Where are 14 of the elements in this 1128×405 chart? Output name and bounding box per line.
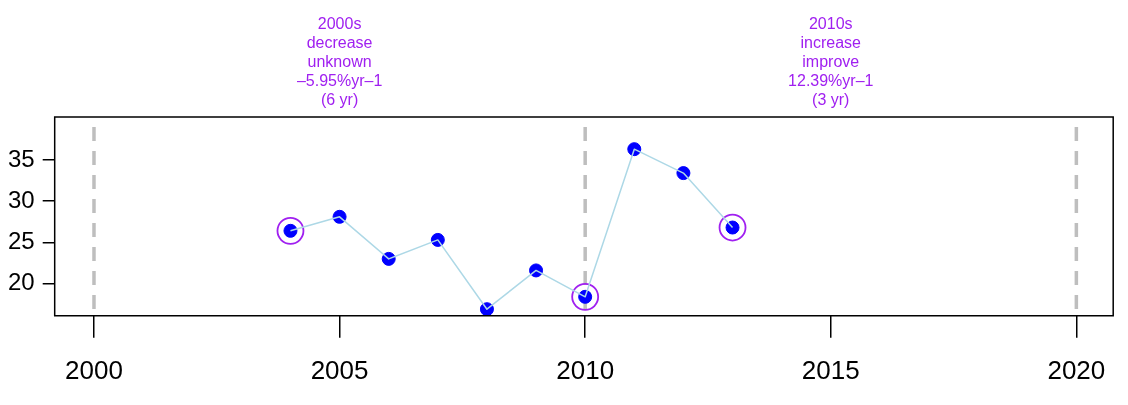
point (276, 216, 305, 245)
y-tick-label: 35 (7, 144, 35, 172)
x-tick-label: 2005 (310, 354, 369, 385)
x-tick-label: 2020 (1047, 354, 1106, 385)
y-tick-label: 30 (7, 185, 35, 213)
x-tick-label: 2015 (801, 354, 860, 385)
x-tick-label: 2010 (556, 354, 615, 385)
y-tick-label: 20 (7, 268, 35, 296)
point (718, 213, 747, 242)
y-tick-label: 25 (7, 227, 35, 255)
x-tick-label: 2000 (65, 354, 123, 385)
point (571, 282, 600, 311)
text: 2000s decrease unknown –5.95%yr–1 (6 yr) (296, 15, 383, 108)
text: 2010s increase improve 12.39%yr–1 (3 yr) (788, 15, 874, 108)
